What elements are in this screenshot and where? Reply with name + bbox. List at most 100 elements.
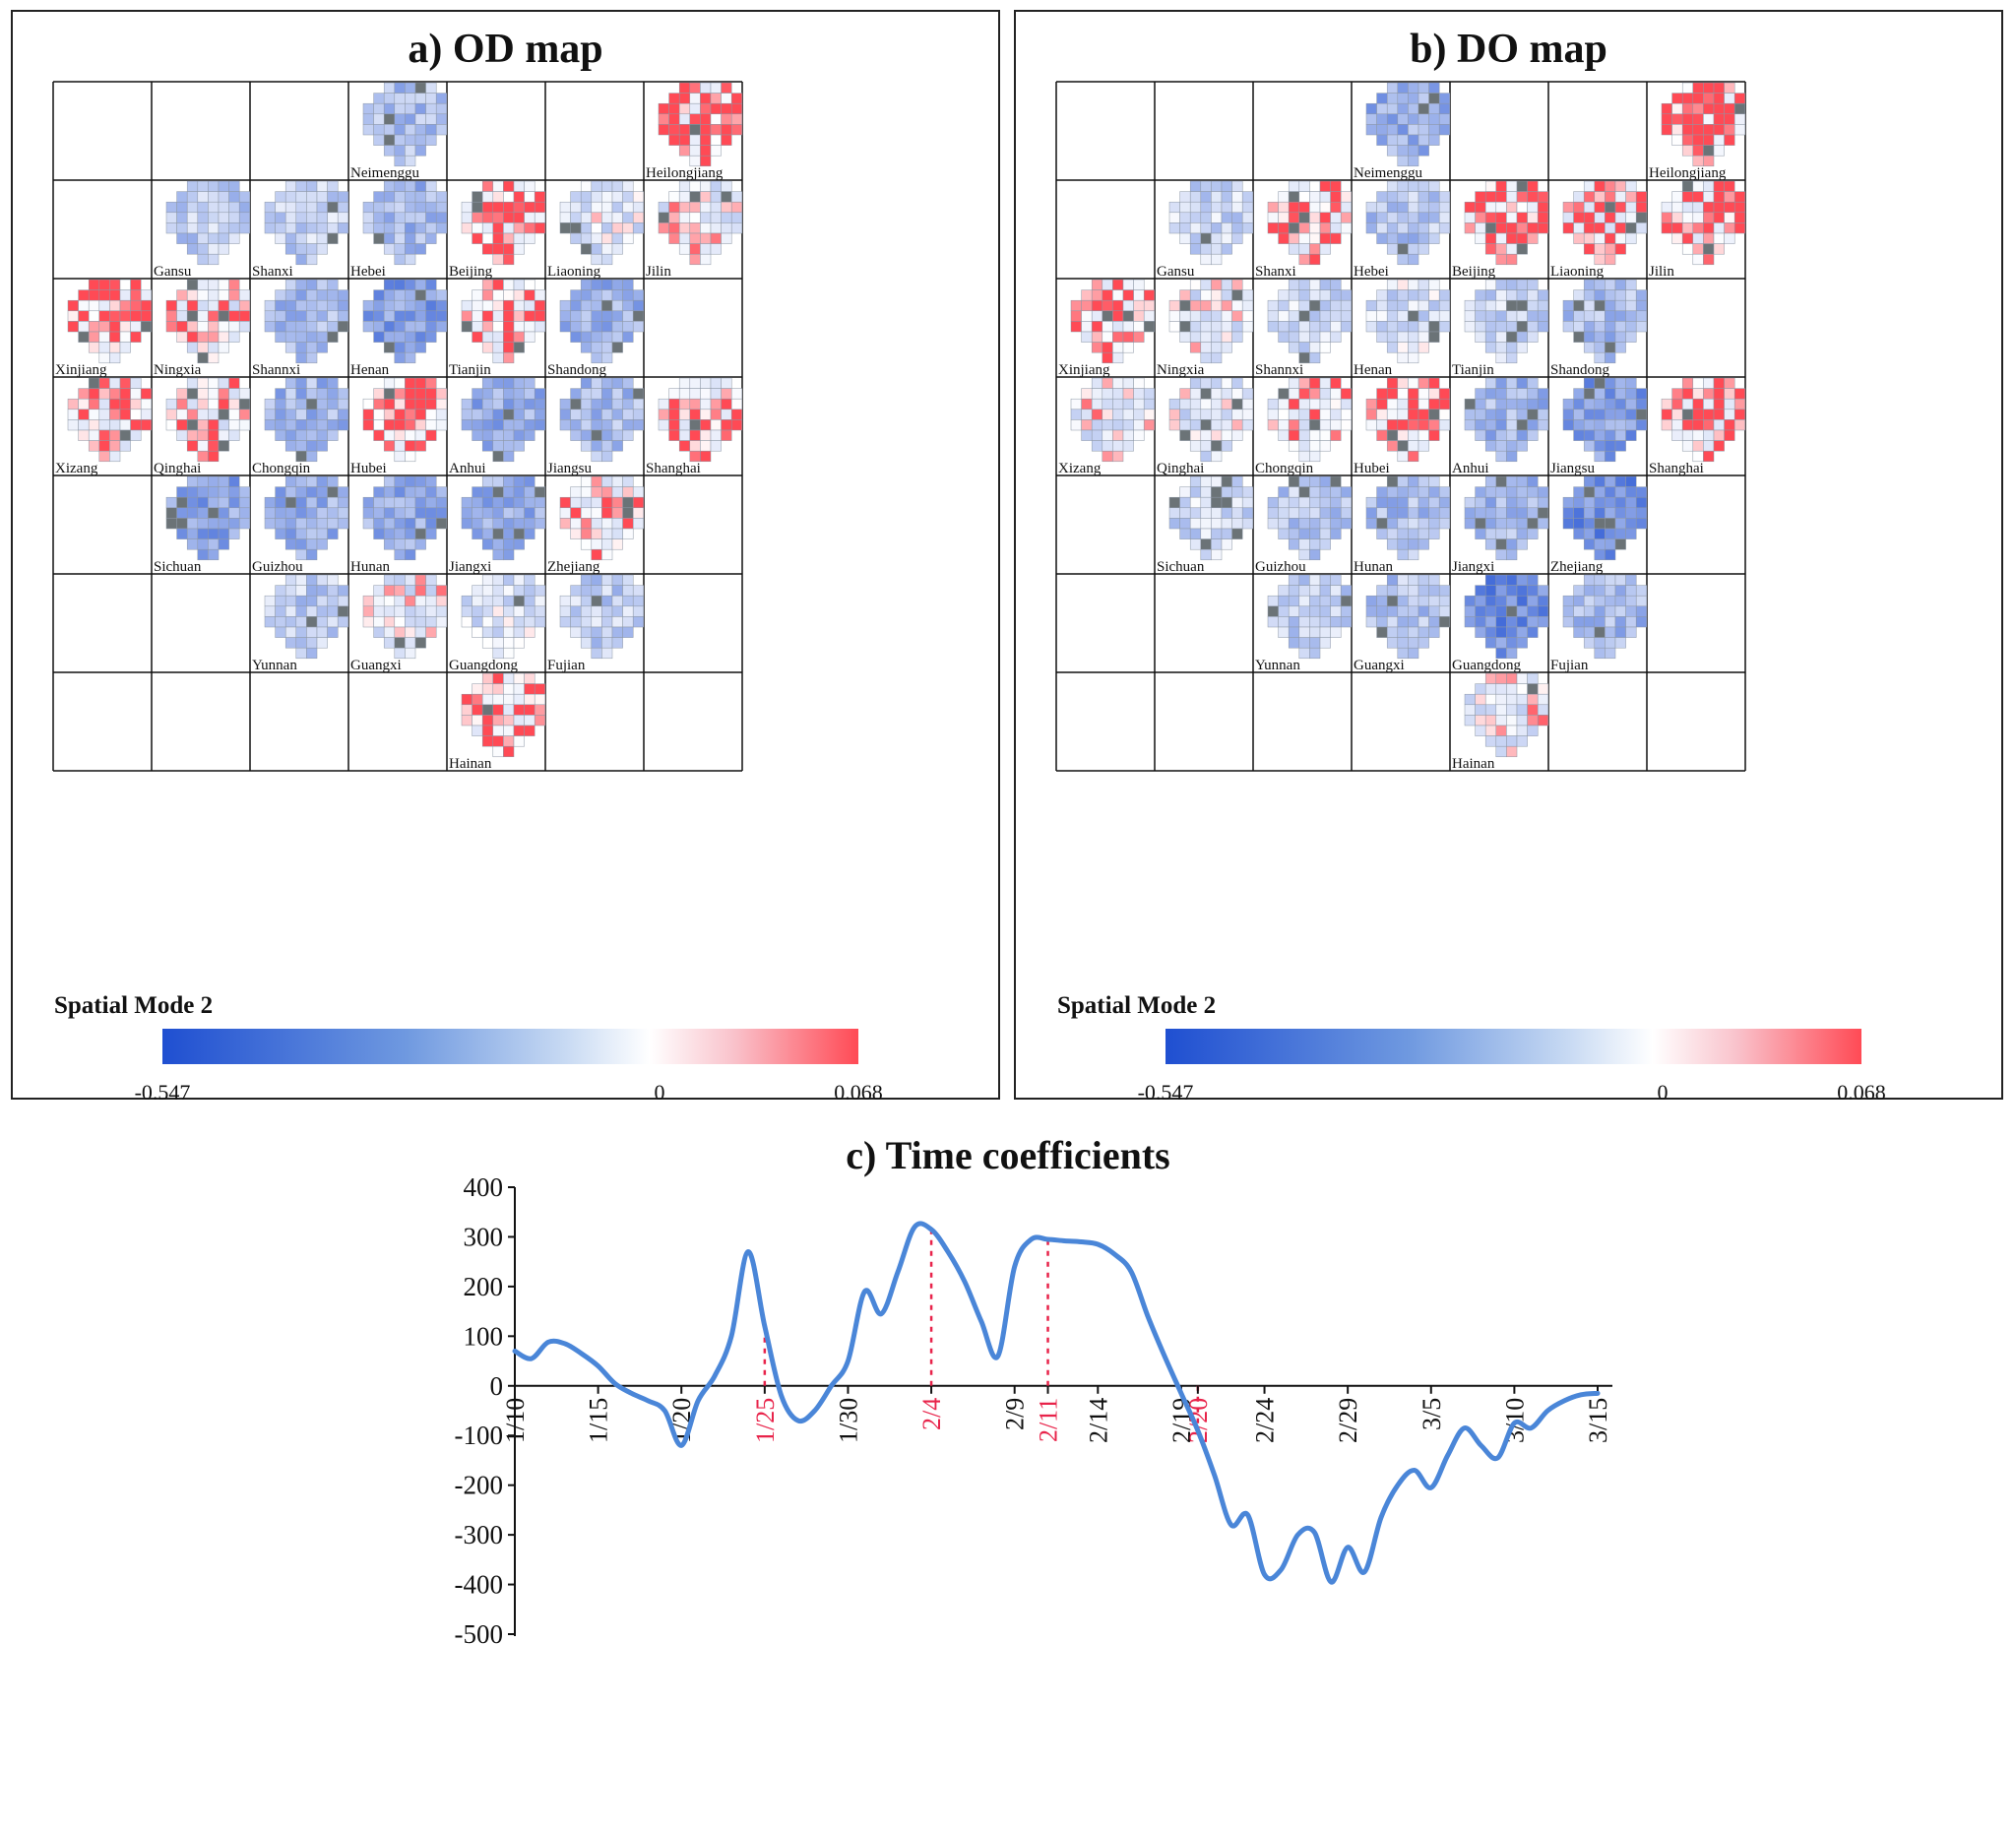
province-tile: [1168, 212, 1180, 223]
province-tile: [1625, 507, 1637, 519]
province-tile: [1221, 496, 1232, 509]
od-colorbar-mid: 0: [654, 1080, 665, 1105]
province-tile: [1484, 585, 1497, 597]
province-cell-jilin: Jilin: [1649, 180, 1746, 280]
province-tile: [1605, 180, 1616, 192]
province-tile: [1386, 222, 1399, 234]
province-tile: [492, 279, 504, 290]
province-tile: [1112, 377, 1124, 389]
province-tile: [383, 289, 396, 301]
province-tile: [414, 398, 426, 411]
province-tile: [1573, 507, 1585, 519]
province-tile: [601, 548, 613, 561]
province-tile: [1681, 388, 1694, 400]
province-tile: [425, 321, 437, 333]
province-tile: [1527, 518, 1539, 530]
province-tile: [394, 134, 406, 146]
province-tile: [513, 279, 525, 290]
province-tile: [1319, 626, 1331, 638]
province-tile: [425, 496, 437, 509]
province-tile: [327, 331, 339, 343]
province-tile: [1298, 398, 1310, 411]
province-tile: [601, 299, 613, 312]
province-tile: [534, 518, 546, 530]
province-tile: [1475, 704, 1486, 716]
province-tile: [425, 429, 437, 441]
province-tile: [472, 191, 483, 203]
province-tile: [721, 113, 732, 125]
province-tile: [591, 450, 602, 463]
province-tile: [632, 310, 645, 322]
province-tile: [394, 102, 406, 115]
province-tile: [1376, 331, 1388, 343]
province-tile: [1376, 486, 1388, 498]
do-colorbar-min: -0.547: [1137, 1080, 1194, 1105]
province-tile: [1081, 289, 1093, 301]
province-tile: [611, 232, 623, 244]
province-tile: [197, 377, 209, 389]
province-tile: [1516, 191, 1528, 203]
province-tile: [1179, 289, 1191, 301]
province-tile: [1241, 507, 1254, 519]
province-tile: [1408, 398, 1419, 411]
province-tile: [1179, 528, 1191, 539]
province-tile: [1221, 486, 1232, 498]
province-tile: [119, 289, 131, 301]
province-tile: [1179, 191, 1191, 203]
province-tile: [228, 201, 240, 214]
province-tile: [1330, 605, 1342, 617]
province-tile: [1583, 616, 1596, 628]
province-tile: [362, 398, 374, 411]
province-tile: [700, 429, 712, 441]
province-tile: [1267, 507, 1279, 519]
province-tile: [1319, 289, 1331, 301]
province-tile: [1625, 486, 1637, 498]
province-tile: [1703, 409, 1715, 420]
province-tile: [1241, 212, 1254, 223]
province-tile: [383, 124, 396, 136]
province-tile: [1278, 429, 1290, 441]
province-tile: [1537, 419, 1549, 431]
province-tile: [710, 222, 722, 234]
province-tile: [1408, 124, 1419, 136]
province-tile: [1527, 626, 1539, 638]
province-tile: [1583, 388, 1596, 400]
province-cell-guizhou: Guizhou: [252, 475, 349, 575]
province-tile: [284, 222, 297, 234]
province-tile: [1319, 331, 1331, 343]
province-tile: [534, 605, 546, 617]
province-tile: [1133, 279, 1145, 290]
province-tile: [601, 398, 613, 411]
province-tile: [1614, 419, 1626, 431]
province-cell-hainan: Hainan: [449, 672, 546, 772]
province-tile: [1298, 429, 1310, 441]
province-tile: [503, 191, 515, 203]
province-tile: [524, 191, 536, 203]
province-tile: [1179, 496, 1191, 509]
province-tile: [1605, 279, 1616, 290]
province-tile: [1241, 321, 1254, 333]
province-tile: [316, 409, 328, 420]
province-tile: [591, 496, 602, 509]
province-tile: [1671, 93, 1683, 104]
province-tile: [88, 299, 100, 312]
province-tile: [1495, 388, 1507, 400]
province-tile: [1211, 475, 1223, 487]
province-tile: [1330, 398, 1342, 411]
province-tile: [98, 310, 110, 322]
province-tile: [405, 124, 416, 136]
province-tile: [1681, 134, 1694, 146]
province-tile: [524, 486, 536, 498]
province-tile: [1625, 232, 1637, 244]
province-tile: [1200, 222, 1212, 234]
province-tile: [362, 409, 374, 420]
province-tile: [295, 377, 307, 389]
province-tile: [622, 310, 634, 322]
province-tile: [337, 212, 349, 223]
province-tile: [1309, 191, 1321, 203]
province-tile: [1527, 388, 1539, 400]
province-tile: [481, 201, 494, 214]
province-tile: [197, 222, 209, 234]
province-tile: [218, 180, 229, 192]
